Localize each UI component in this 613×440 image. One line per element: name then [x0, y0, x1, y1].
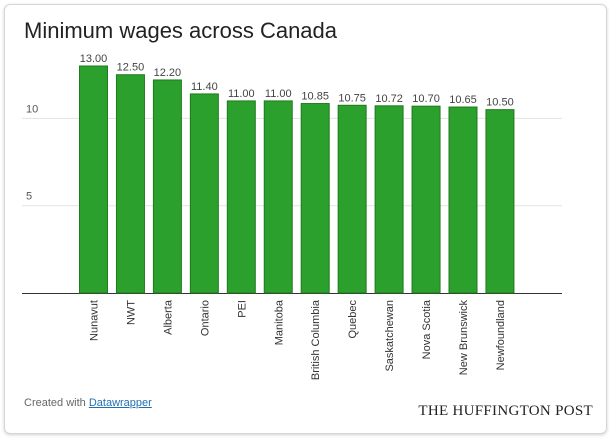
x-tick-label: Nunavut: [89, 300, 101, 341]
x-tick-label: Ontario: [199, 300, 211, 336]
x-tick-label: Nova Scotia: [421, 299, 433, 359]
x-tick-label: Saskatchewan: [384, 300, 396, 372]
y-tick-label: 10: [26, 103, 38, 115]
x-tick-label: Alberta: [162, 299, 174, 335]
x-tick-label: NWT: [125, 300, 137, 325]
bar-11: [448, 106, 478, 294]
bar-8: [337, 104, 367, 294]
bar-10: [411, 105, 441, 294]
datawrapper-link[interactable]: Datawrapper: [88, 397, 152, 409]
data-label: 10.70: [412, 93, 440, 105]
x-tick-label: Quebec: [347, 300, 359, 339]
data-label: 10.50: [486, 97, 514, 109]
x-tick-label: PEI: [236, 300, 248, 318]
data-label: 12.20: [154, 67, 182, 79]
bar-5: [226, 100, 256, 294]
data-label: 11.00: [228, 88, 255, 100]
bar-2: [115, 74, 145, 294]
data-label: 11.00: [265, 88, 292, 100]
chart-title: Minimum wages across Canada: [24, 18, 338, 43]
data-label: 10.75: [338, 92, 366, 104]
bar-4: [189, 93, 219, 294]
data-label: 12.50: [117, 62, 145, 74]
data-label: 10.85: [301, 91, 329, 103]
data-label: 10.72: [375, 93, 403, 105]
credit-prefix: Created with: [24, 397, 86, 409]
footer-credit: Created with Datawrapper: [24, 397, 152, 409]
brand-logo: THE HUFFINGTON POST: [418, 403, 593, 419]
data-label: 10.65: [449, 94, 477, 106]
data-label: 13.00: [80, 53, 108, 65]
bar-7: [300, 103, 330, 294]
bar-9: [374, 105, 404, 294]
data-label: 11.40: [191, 81, 218, 93]
x-tick-label: New Brunswick: [458, 300, 470, 376]
x-tick-label: Newfoundland: [495, 300, 507, 370]
bar-1: [79, 65, 108, 294]
x-tick-label: Manitoba: [273, 299, 285, 345]
bar-3: [152, 79, 182, 294]
y-tick-label: 5: [26, 191, 32, 203]
x-tick-label: British Columbia: [310, 299, 322, 380]
bar-12: [485, 109, 515, 294]
bar-6: [263, 100, 293, 294]
